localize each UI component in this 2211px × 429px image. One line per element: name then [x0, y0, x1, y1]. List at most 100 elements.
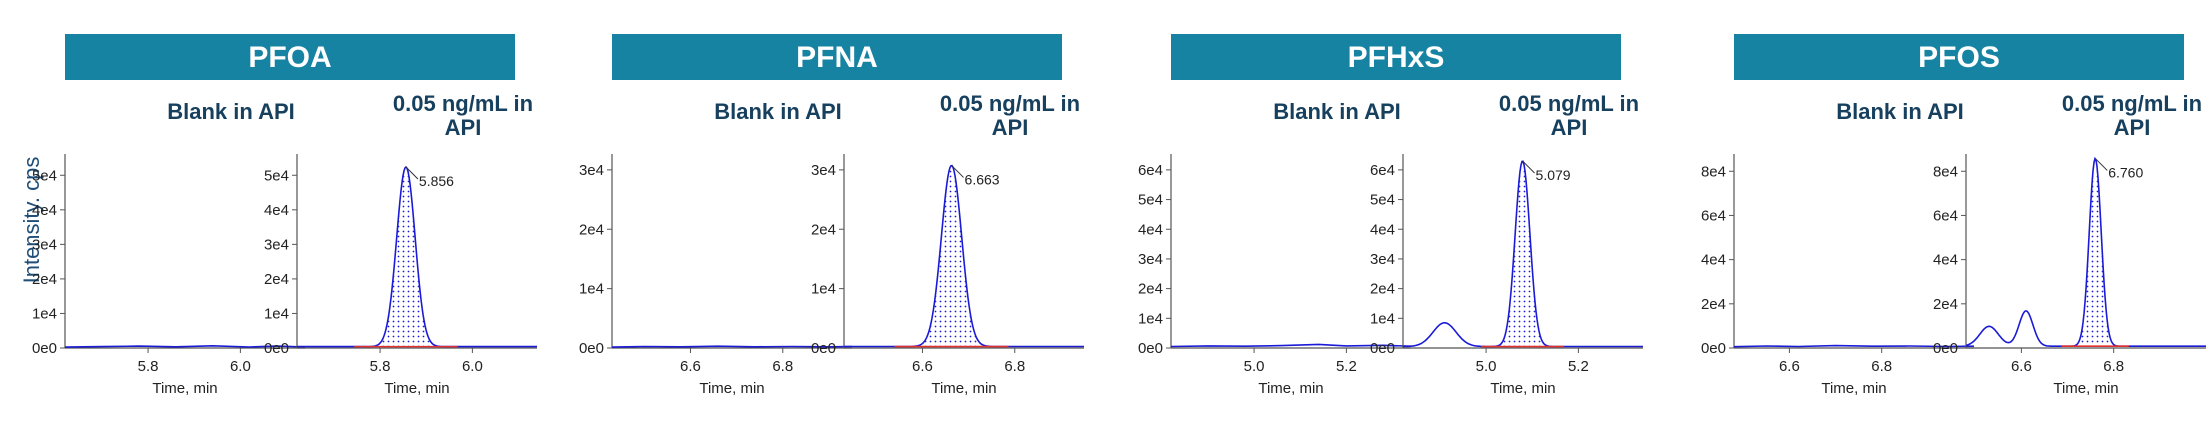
compound-group-pfhxs: PFHxS Blank in API 0e0 1e4 2e4 3e4 4e4 5e4 6e4 5.… — [1138, 34, 1643, 414]
sample-panel-title: 0.05 ng/mL in API — [939, 91, 1081, 140]
x-tick-label: 5.8 — [370, 358, 391, 375]
compound-group-pfos: PFOS Blank in API 0e0 2e4 4e4 6e4 8e4 6.6 6.8 Tim… — [1701, 34, 2206, 414]
compound-group-pfoa: PFOA Blank in API 0e0 1e4 2e4 3e4 4e4 5e4 5.8 6.0… — [32, 34, 537, 414]
compound-group-pfna: PFNA Blank in API 0e0 1e4 2e4 3e4 6.6 6.8 Time, … — [579, 34, 1084, 414]
x-tick-label: 6.8 — [772, 358, 793, 375]
y-tick-label: 0e0 — [32, 340, 57, 357]
y-tick-label: 0e0 — [1933, 340, 1958, 357]
y-tick-label: 1e4 — [264, 305, 289, 322]
sample-trace — [844, 164, 1084, 348]
y-tick-label: 5e4 — [264, 167, 289, 184]
y-tick-label: 0e0 — [1138, 340, 1163, 357]
sample-trace — [297, 165, 537, 348]
x-axis-title: Time, min — [1258, 380, 1323, 397]
compound-banner: PFOA — [65, 34, 515, 80]
y-tick-label: 4e4 — [1933, 252, 1958, 269]
x-axis-title: Time, min — [1490, 380, 1555, 397]
sample-panel-title: 0.05 ng/mL in API — [1498, 91, 1640, 140]
peak-area — [925, 165, 978, 347]
blank-chromatogram: 0e0 1e4 2e4 3e4 4e4 5e4 6e4 5.0 5.2 Time, min — [1138, 154, 1412, 397]
y-tick-label: 4e4 — [264, 202, 289, 219]
y-tick-label: 4e4 — [1370, 221, 1395, 238]
sample-chromatogram: 0e0 2e4 4e4 6e4 8e4 6.6 6.8 Time, min 6.760 — [1933, 154, 2206, 397]
y-tick-label: 5e4 — [1370, 192, 1395, 209]
blank-panel-title: Blank in API — [714, 99, 842, 124]
x-axis-title: Time, min — [1821, 380, 1886, 397]
y-tick-label: 2e4 — [32, 271, 57, 288]
x-axis-title: Time, min — [2053, 380, 2118, 397]
peak-area — [1503, 161, 1542, 347]
y-tick-label: 4e4 — [1701, 252, 1726, 269]
peak-rt-label: 6.760 — [2108, 164, 2143, 180]
y-tick-label: 5e4 — [1138, 192, 1163, 209]
x-tick-label: 5.0 — [1476, 358, 1497, 375]
x-axis-title: Time, min — [152, 380, 217, 397]
y-tick-label: 0e0 — [1701, 340, 1726, 357]
y-tick-label: 3e4 — [1138, 251, 1163, 268]
compound-banner: PFHxS — [1171, 34, 1621, 80]
x-tick-label: 6.0 — [230, 358, 251, 375]
peak-area — [2079, 158, 2111, 347]
y-tick-label: 1e4 — [579, 281, 604, 298]
sample-chromatogram: 0e0 1e4 2e4 3e4 4e4 5e4 5.8 6.0 Time, min 5.856 — [264, 154, 537, 397]
peak-rt-label: 5.079 — [1536, 167, 1571, 183]
y-tick-label: 2e4 — [1933, 296, 1958, 313]
y-tick-label: 1e4 — [1138, 310, 1163, 327]
y-tick-label: 1e4 — [811, 281, 836, 298]
y-tick-label: 1e4 — [1370, 310, 1395, 327]
y-tick-label: 6e4 — [1933, 207, 1958, 224]
x-tick-label: 6.6 — [680, 358, 701, 375]
x-tick-label: 6.6 — [2011, 358, 2032, 375]
peak-rt-label: 6.663 — [965, 171, 1000, 187]
sample-trace — [1965, 156, 2206, 347]
y-tick-label: 6e4 — [1138, 162, 1163, 179]
x-tick-label: 6.0 — [462, 358, 483, 375]
blank-trace — [1170, 343, 1412, 348]
blank-trace — [64, 344, 306, 348]
y-tick-label: 0e0 — [811, 340, 836, 357]
peak-area — [381, 167, 430, 347]
blank-panel-title: Blank in API — [167, 99, 295, 124]
sample-panel-title: 0.05 ng/mL in API — [2061, 91, 2203, 140]
blank-trace — [611, 345, 853, 348]
y-tick-label: 8e4 — [1933, 163, 1958, 180]
compound-banner: PFNA — [612, 34, 1062, 80]
y-tick-label: 0e0 — [264, 340, 289, 357]
x-tick-label: 5.8 — [138, 358, 159, 375]
y-tick-label: 0e0 — [1370, 340, 1395, 357]
y-tick-label: 6e4 — [1701, 207, 1726, 224]
peak-rt-label: 5.856 — [419, 173, 454, 189]
blank-panel-title: Blank in API — [1836, 99, 1964, 124]
x-tick-label: 6.8 — [1871, 358, 1892, 375]
y-tick-label: 3e4 — [811, 162, 836, 179]
y-tick-label: 6e4 — [1370, 162, 1395, 179]
compound-banner: PFOS — [1734, 34, 2184, 80]
x-axis-title: Time, min — [699, 380, 764, 397]
y-tick-label: 0e0 — [579, 340, 604, 357]
y-tick-label: 3e4 — [32, 236, 57, 253]
y-tick-label: 2e4 — [1701, 296, 1726, 313]
y-tick-label: 2e4 — [579, 221, 604, 238]
y-tick-label: 8e4 — [1701, 163, 1726, 180]
x-tick-label: 5.2 — [1568, 358, 1589, 375]
x-tick-label: 6.8 — [2103, 358, 2124, 375]
x-axis-title: Time, min — [384, 380, 449, 397]
y-tick-label: 2e4 — [1370, 281, 1395, 298]
y-tick-label: 2e4 — [811, 221, 836, 238]
y-tick-label: 3e4 — [1370, 251, 1395, 268]
sample-chromatogram: 0e0 1e4 2e4 3e4 6.6 6.8 Time, min 6.663 — [811, 154, 1084, 397]
blank-panel-title: Blank in API — [1273, 99, 1401, 124]
sample-panel-title: 0.05 ng/mL in API — [392, 91, 534, 140]
y-tick-label: 5e4 — [32, 167, 57, 184]
y-tick-label: 2e4 — [1138, 281, 1163, 298]
x-tick-label: 6.8 — [1004, 358, 1025, 375]
blank-trace — [1733, 344, 1975, 348]
y-tick-label: 3e4 — [579, 162, 604, 179]
peak-label-leader — [405, 166, 419, 180]
y-tick-label: 4e4 — [1138, 221, 1163, 238]
x-tick-label: 6.6 — [912, 358, 933, 375]
x-tick-label: 5.0 — [1244, 358, 1265, 375]
blank-chromatogram: 0e0 1e4 2e4 3e4 6.6 6.8 Time, min — [579, 154, 853, 397]
peak-label-leader — [1522, 160, 1535, 174]
y-tick-label: 1e4 — [32, 305, 57, 322]
